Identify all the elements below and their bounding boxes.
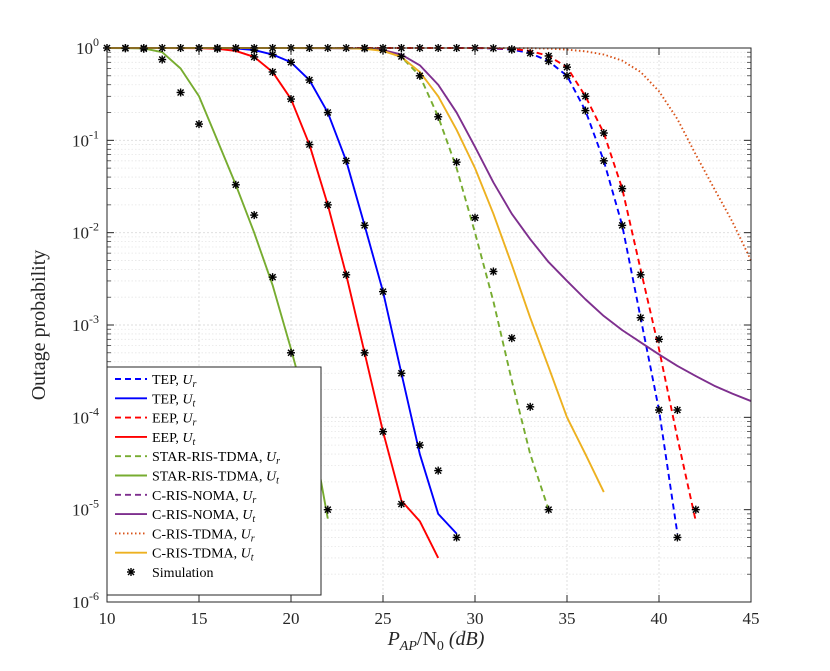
- legend: TEP, Ur TEP, Ut EEP, Ur EEP, Ut STAR-RIS-TDM…: [106, 366, 322, 596]
- legend-label-1: TEP, Ut: [152, 392, 195, 409]
- simulation-marker: [526, 402, 535, 411]
- legend-label-simulation: Simulation: [152, 566, 213, 581]
- simulation-marker: [581, 92, 590, 101]
- simulation-marker: [507, 334, 516, 343]
- y-tick-label: 10-6: [72, 589, 99, 612]
- simulation-marker: [287, 95, 295, 104]
- y-axis-label: Outage probability: [28, 250, 50, 401]
- simulation-marker: [415, 441, 424, 450]
- simulation-marker: [415, 71, 424, 80]
- simulation-marker: [268, 50, 277, 59]
- simulation-marker: [323, 505, 332, 514]
- x-tick-label: 10: [99, 609, 116, 628]
- simulation-marker: [268, 67, 277, 76]
- simulation-marker: [250, 52, 259, 61]
- simulation-marker: [636, 270, 645, 279]
- simulation-marker: [599, 129, 608, 138]
- legend-label-3: EEP, Ut: [152, 431, 195, 448]
- simulation-marker: [599, 156, 608, 165]
- simulation-marker: [655, 406, 663, 415]
- simulation-marker: [618, 221, 627, 230]
- simulation-marker: [673, 533, 682, 542]
- x-tick-labels: 10 15 20 25 30 35 40 45: [99, 609, 760, 628]
- simulation-marker: [397, 500, 406, 509]
- y-tick-label: 10-2: [72, 220, 99, 243]
- simulation-marker: [507, 45, 516, 54]
- legend-label-7: C-RIS-NOMA, Ut: [152, 508, 255, 525]
- legend-box: [106, 366, 322, 596]
- simulation-marker: [250, 46, 259, 55]
- simulation-marker: [268, 273, 277, 282]
- simulation-marker: [434, 466, 443, 475]
- simulation-marker: [471, 213, 479, 222]
- simulation-marker: [673, 406, 682, 415]
- y-tick-label: 10-4: [72, 404, 99, 427]
- simulation-marker: [581, 106, 590, 115]
- minor-grid: [107, 51, 751, 575]
- legend-label-9: C-RIS-TDMA, Ut: [152, 547, 254, 564]
- y-tick-label: 10-3: [72, 312, 99, 335]
- legend-label-4: STAR-RIS-TDMA, Ur: [152, 450, 280, 467]
- simulation-marker: [526, 49, 535, 58]
- simulation-marker: [434, 112, 443, 121]
- simulation-marker: [360, 221, 369, 230]
- simulation-marker: [489, 267, 498, 276]
- legend-label-2: EEP, Ur: [152, 412, 196, 429]
- simulation-marker: [323, 108, 332, 117]
- simulation-marker: [452, 533, 461, 542]
- simulation-marker: [139, 44, 148, 53]
- y-tick-label: 100: [76, 35, 99, 58]
- legend-label-0: TEP, Ur: [152, 373, 196, 390]
- simulation-marker: [342, 270, 351, 279]
- x-tick-label: 25: [375, 609, 392, 628]
- simulation-marker: [655, 335, 663, 344]
- simulation-marker: [287, 348, 295, 357]
- simulation-marker: [158, 55, 167, 64]
- legend-label-5: STAR-RIS-TDMA, Ut: [152, 470, 279, 487]
- simulation-marker: [231, 180, 240, 189]
- simulation-marker: [213, 44, 222, 53]
- simulation-marker: [544, 505, 553, 514]
- simulation-marker: [397, 52, 406, 61]
- simulation-marker: [563, 71, 571, 80]
- simulation-marker: [195, 120, 203, 129]
- y-tick-label: 10-5: [72, 497, 99, 520]
- simulation-marker: [176, 88, 185, 97]
- x-tick-label: 15: [191, 609, 208, 628]
- simulation-marker: [618, 184, 627, 193]
- x-tick-label: 20: [283, 609, 300, 628]
- x-tick-label: 40: [651, 609, 668, 628]
- simulation-marker: [544, 51, 553, 60]
- y-tick-label: 10-1: [72, 127, 99, 150]
- simulation-marker: [379, 427, 387, 436]
- simulation-marker: [563, 63, 571, 72]
- x-tick-label: 35: [559, 609, 576, 628]
- simulation-marker: [323, 200, 332, 209]
- y-tick-labels: 100 10-1 10-2 10-3 10-4 10-5 10-6: [72, 35, 99, 612]
- legend-simulation-marker: [127, 568, 135, 576]
- series-line-5: [106, 47, 329, 519]
- legend-label-8: C-RIS-TDMA, Ur: [152, 527, 255, 544]
- x-axis-label: PAP/N0 (dB): [387, 628, 485, 654]
- simulation-marker: [305, 76, 314, 85]
- simulation-marker: [452, 158, 461, 167]
- legend-label-6: C-RIS-NOMA, Ur: [152, 489, 256, 506]
- simulation-marker: [287, 58, 295, 67]
- simulation-marker: [250, 211, 259, 220]
- simulation-marker: [379, 287, 387, 296]
- series-line-4: [107, 47, 550, 510]
- x-tick-label: 45: [743, 609, 760, 628]
- simulation-marker: [342, 156, 351, 165]
- simulation-marker: [691, 505, 700, 514]
- series-line-9: [107, 47, 605, 493]
- simulation-marker: [636, 313, 645, 322]
- simulation-marker: [360, 348, 369, 357]
- simulation-marker: [305, 140, 314, 149]
- x-tick-label: 30: [467, 609, 484, 628]
- simulation-marker: [397, 369, 406, 378]
- simulation-marker: [544, 57, 553, 66]
